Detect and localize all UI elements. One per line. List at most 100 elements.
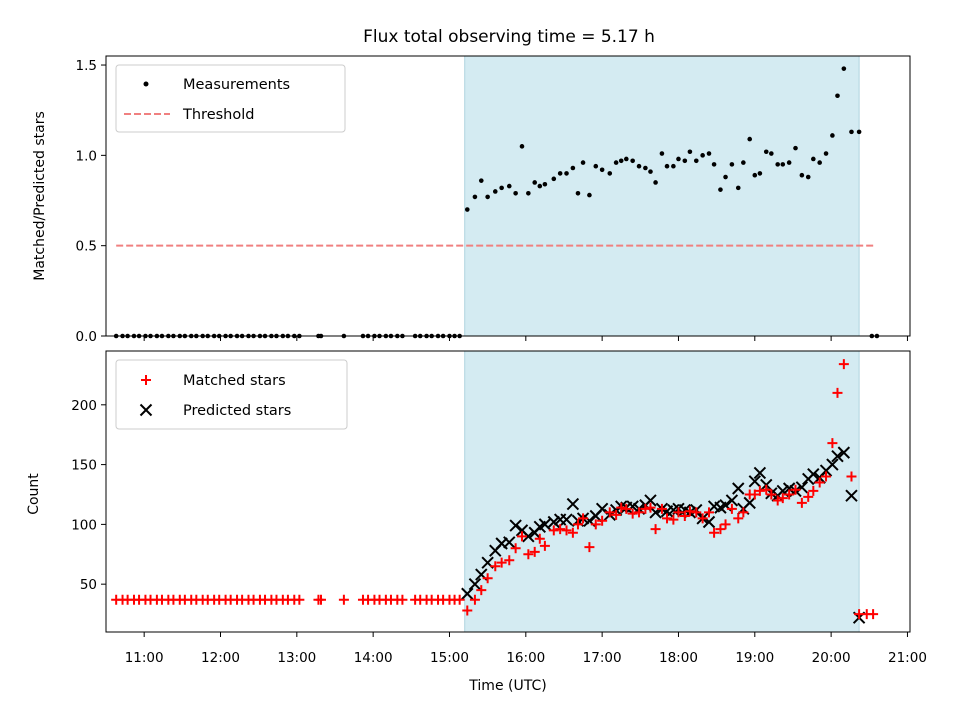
y-tick-label: 100 (71, 517, 97, 533)
x-tick-label: 13:00 (277, 650, 316, 666)
measurement-point (741, 160, 746, 165)
measurement-point (769, 151, 774, 156)
measurement-point (664, 163, 670, 169)
measurement-point (526, 190, 531, 196)
measurement-point (575, 190, 581, 196)
matched-star-point (790, 484, 801, 495)
measurement-point (757, 171, 763, 176)
top-plot-frame (105, 55, 911, 337)
measurement-point (492, 189, 498, 194)
y-tick-label: 1.5 (76, 58, 97, 74)
bottom-y-axis: 50 100 150 200 (71, 398, 106, 593)
matched-star-point (616, 502, 627, 513)
matched-stars-layer (111, 359, 879, 620)
measurement-point (687, 149, 693, 155)
measurement-point (780, 162, 786, 167)
measurement-point (587, 192, 592, 198)
matched-star-point (590, 519, 601, 530)
legend-box (115, 359, 348, 430)
legend-measurements-marker (143, 81, 149, 87)
legend-measurements-label: Measurements (183, 77, 290, 93)
y-tick-label: 0.5 (76, 239, 97, 255)
legend-matched-label: Matched stars (183, 373, 286, 389)
measurement-point (830, 133, 835, 138)
measurement-point (799, 172, 805, 178)
matched-star-point (697, 513, 708, 524)
matched-star-point (578, 513, 589, 524)
matched-star-point (555, 524, 566, 535)
matched-star-point (584, 542, 595, 553)
y-tick-label: 1.0 (76, 148, 97, 164)
measurement-point (841, 66, 847, 71)
matched-star-point (516, 531, 527, 542)
measurement-point (763, 149, 769, 155)
measurement-point (811, 156, 816, 162)
measurement-point (775, 162, 780, 167)
measurement-point (532, 180, 538, 185)
matched-star-point (640, 503, 651, 514)
x-tick-label: 15:00 (430, 650, 469, 666)
matched-star-point (469, 594, 480, 605)
predicted-star-point (547, 515, 561, 529)
measurement-point (580, 160, 586, 165)
measurement-point (856, 129, 862, 135)
matched-star-point (510, 543, 521, 554)
measurement-point (564, 171, 569, 176)
matched-star-point (784, 489, 795, 500)
legend-predicted-marker (139, 403, 153, 417)
x-tick-label: 12:00 (201, 650, 240, 666)
legend-predicted-cross (139, 403, 153, 417)
matched-star-point (749, 489, 760, 500)
matched-star-point (534, 533, 545, 544)
predicted-star-point (782, 482, 796, 495)
measurement-point (752, 172, 758, 178)
matched-star-point (738, 507, 749, 518)
bottom-panel: 50 100 150 200 11:00 12:00 13:00 14:00 15:00 16:… (26, 350, 927, 694)
legend-matched-plus (141, 375, 151, 385)
matched-star-point (846, 471, 857, 482)
top-y-axis: 0.0 0.5 1.0 1.5 (76, 58, 106, 345)
matched-star-point (754, 485, 765, 496)
measurement-point (723, 174, 728, 180)
matched-star-point (482, 573, 493, 584)
predicted-star-point (732, 482, 745, 495)
matched-star-point (684, 506, 695, 517)
predicted-star-point (503, 536, 516, 549)
x-tick-label: 21:00 (888, 650, 927, 666)
matched-star-point (868, 609, 879, 620)
measurement-point (817, 160, 822, 165)
matched-star-point (454, 594, 465, 605)
measurement-point (624, 156, 629, 162)
top-y-axis-label: Matched/Predicted stars (32, 111, 48, 281)
matched-star-point (761, 484, 772, 495)
bottom-plot-frame (105, 350, 911, 633)
matched-star-point (668, 514, 679, 525)
chart-title: Flux total observing time = 5.17 h (363, 27, 655, 47)
measurement-point (718, 187, 723, 192)
matched-star-point (315, 594, 326, 605)
observing-interval-shade (464, 350, 860, 633)
predicted-stars-layer (461, 446, 866, 624)
matched-star-point (691, 507, 702, 518)
measurement-point (747, 136, 753, 142)
x-tick-label: 17:00 (583, 650, 622, 666)
matched-star-point (529, 546, 540, 557)
predicted-star-point (725, 494, 739, 507)
matched-star-point (597, 515, 608, 526)
measurement-point (551, 176, 557, 182)
y-tick-label: 0.0 (76, 329, 97, 345)
matched-star-point (656, 503, 667, 514)
matched-star-point (645, 502, 656, 513)
matched-star-point (572, 519, 583, 530)
predicted-star-point (509, 519, 522, 532)
measurement-point (693, 158, 699, 164)
measurement-point (805, 174, 811, 180)
matched-star-point (733, 513, 744, 524)
x-axis-label: Time (UTC) (468, 678, 546, 694)
x-tick-label: 11:00 (125, 650, 164, 666)
matched-star-point (476, 585, 487, 596)
predicted-star-point (837, 446, 851, 459)
matched-star-point (709, 527, 720, 538)
measurement-point (682, 158, 688, 164)
